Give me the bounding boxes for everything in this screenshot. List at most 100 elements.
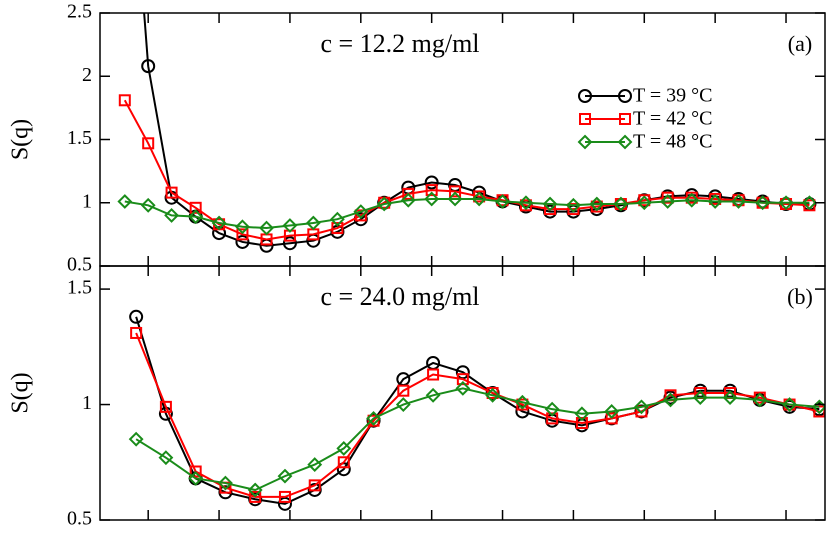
marker-diamond	[755, 195, 771, 211]
marker-diamond	[307, 457, 323, 472]
marker-diamond	[660, 194, 676, 209]
marker-diamond	[277, 468, 293, 484]
marker-square	[803, 199, 816, 212]
marker-circle	[212, 226, 227, 241]
legend-label: T = 42 °C	[633, 108, 712, 130]
marker-diamond	[235, 219, 250, 235]
marker-square	[236, 228, 249, 241]
marker-diamond	[692, 390, 708, 406]
marker-diamond	[188, 209, 204, 225]
marker-diamond	[495, 194, 510, 209]
marker-diamond	[574, 406, 590, 422]
marker-diamond	[424, 191, 440, 207]
marker-diamond	[752, 392, 768, 408]
marker-square	[189, 201, 202, 214]
plot-frame	[99, 265, 826, 521]
marker-diamond	[247, 482, 263, 498]
legend-label: T = 48 °C	[633, 131, 712, 153]
series-line	[143, 13, 810, 247]
marker-diamond	[782, 397, 797, 412]
marker-square	[590, 200, 603, 213]
marker-diamond	[518, 195, 534, 211]
marker-circle	[129, 309, 144, 324]
marker-diamond	[336, 441, 352, 456]
marker-diamond	[544, 401, 560, 417]
panel-annotation: (b)	[787, 284, 813, 309]
marker-square	[427, 368, 440, 381]
marker-square	[130, 326, 143, 339]
marker-diamond	[722, 390, 738, 406]
marker-square	[118, 94, 131, 107]
marker-diamond	[801, 195, 817, 211]
marker-diamond	[663, 392, 678, 408]
marker-diamond	[485, 387, 501, 403]
marker-square	[331, 222, 344, 235]
marker-diamond	[188, 471, 204, 486]
marker-diamond	[455, 380, 471, 396]
marker-diamond	[164, 207, 179, 223]
marker-square	[473, 190, 486, 203]
marker-square	[546, 412, 559, 425]
marker-square	[575, 417, 588, 430]
marker-diamond	[400, 192, 416, 208]
y-tick-label: 0.5	[67, 254, 92, 276]
marker-square	[638, 194, 651, 207]
marker-square	[402, 187, 415, 200]
panel-title: c = 24.0 mg/ml	[320, 282, 479, 311]
marker-diamond	[259, 220, 274, 236]
panel-annotation: (a)	[788, 31, 812, 56]
marker-square	[449, 185, 462, 198]
marker-square	[579, 113, 591, 125]
marker-square	[337, 456, 350, 469]
marker-square	[605, 412, 618, 425]
marker-diamond	[471, 191, 487, 207]
y-tick-label: 1.5	[67, 277, 92, 299]
marker-diamond	[305, 215, 321, 231]
marker-square	[142, 137, 155, 150]
marker-diamond	[211, 215, 227, 231]
marker-square	[519, 199, 532, 212]
series-line	[135, 332, 820, 498]
marker-diamond	[330, 211, 345, 227]
marker-circle	[282, 236, 297, 251]
plot-area	[128, 309, 825, 511]
plot-area	[117, 13, 817, 253]
marker-square	[165, 186, 178, 199]
series-line	[135, 316, 820, 505]
marker-square	[709, 192, 722, 205]
marker-diamond	[353, 204, 369, 220]
series-line	[124, 197, 810, 230]
marker-diamond	[634, 399, 649, 415]
marker-diamond	[604, 404, 620, 419]
marker-diamond	[565, 197, 581, 213]
marker-diamond	[140, 197, 156, 213]
marker-diamond	[117, 194, 133, 209]
y-axis-label: S(q)	[8, 119, 34, 160]
marker-circle	[141, 59, 156, 74]
marker-diamond	[395, 397, 411, 412]
y-tick-label: 1	[82, 190, 92, 212]
y-axis-label: S(q)	[8, 372, 34, 413]
y-tick-label: 2.5	[67, 1, 92, 23]
marker-diamond	[684, 192, 700, 208]
marker-square	[567, 203, 580, 216]
marker-diamond	[218, 475, 233, 491]
marker-square	[456, 373, 469, 386]
marker-diamond	[158, 450, 174, 466]
marker-diamond	[617, 134, 633, 150]
marker-diamond	[376, 196, 392, 212]
marker-diamond	[447, 191, 463, 207]
marker-diamond	[589, 196, 605, 212]
marker-diamond	[636, 195, 652, 211]
marker-square	[685, 191, 698, 204]
marker-square	[249, 490, 262, 503]
marker-circle	[235, 234, 250, 249]
marker-diamond	[542, 196, 558, 212]
marker-circle	[578, 89, 592, 103]
y-tick-label: 0.5	[67, 508, 92, 530]
marker-circle	[618, 89, 632, 103]
panel-title: c = 12.2 mg/ml	[320, 29, 479, 58]
marker-square	[619, 113, 631, 125]
marker-diamond	[514, 394, 530, 410]
marker-diamond	[366, 410, 381, 426]
